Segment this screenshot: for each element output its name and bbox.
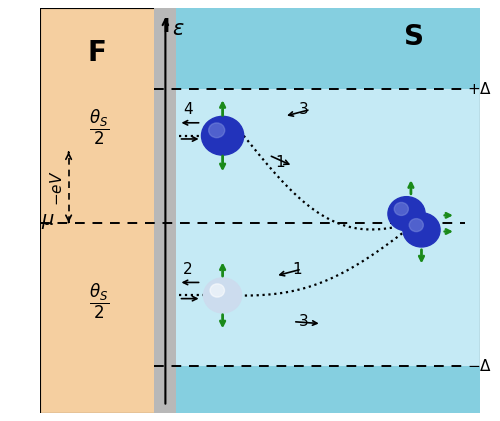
Circle shape bbox=[208, 123, 224, 138]
Bar bbox=[176, 8, 480, 89]
Text: 3: 3 bbox=[299, 314, 309, 329]
Circle shape bbox=[210, 284, 224, 297]
Text: $-eV$: $-eV$ bbox=[48, 171, 64, 206]
Text: $\epsilon$: $\epsilon$ bbox=[172, 19, 184, 39]
Text: 3: 3 bbox=[299, 102, 309, 117]
Bar bbox=[154, 8, 176, 413]
Text: 2: 2 bbox=[183, 261, 192, 277]
Text: $\mu$: $\mu$ bbox=[41, 212, 55, 231]
Text: $\dfrac{\theta_S}{2}$: $\dfrac{\theta_S}{2}$ bbox=[90, 108, 110, 147]
Circle shape bbox=[204, 278, 242, 313]
Text: 1: 1 bbox=[275, 155, 284, 170]
Circle shape bbox=[403, 213, 440, 247]
Circle shape bbox=[202, 116, 243, 155]
Text: $-\Delta$: $-\Delta$ bbox=[467, 358, 492, 374]
Bar bbox=[176, 366, 480, 413]
Circle shape bbox=[388, 197, 425, 231]
Text: F: F bbox=[88, 39, 106, 67]
Text: 1: 1 bbox=[292, 261, 302, 277]
Text: $\dfrac{\theta_S}{2}$: $\dfrac{\theta_S}{2}$ bbox=[90, 282, 110, 321]
Circle shape bbox=[394, 203, 408, 216]
Text: 4: 4 bbox=[183, 102, 192, 117]
Text: S: S bbox=[404, 23, 424, 51]
Bar bbox=[40, 8, 154, 413]
Text: $+\Delta$: $+\Delta$ bbox=[467, 81, 492, 97]
Bar bbox=[176, 8, 480, 413]
Text: I: I bbox=[162, 17, 169, 36]
Circle shape bbox=[409, 218, 424, 232]
